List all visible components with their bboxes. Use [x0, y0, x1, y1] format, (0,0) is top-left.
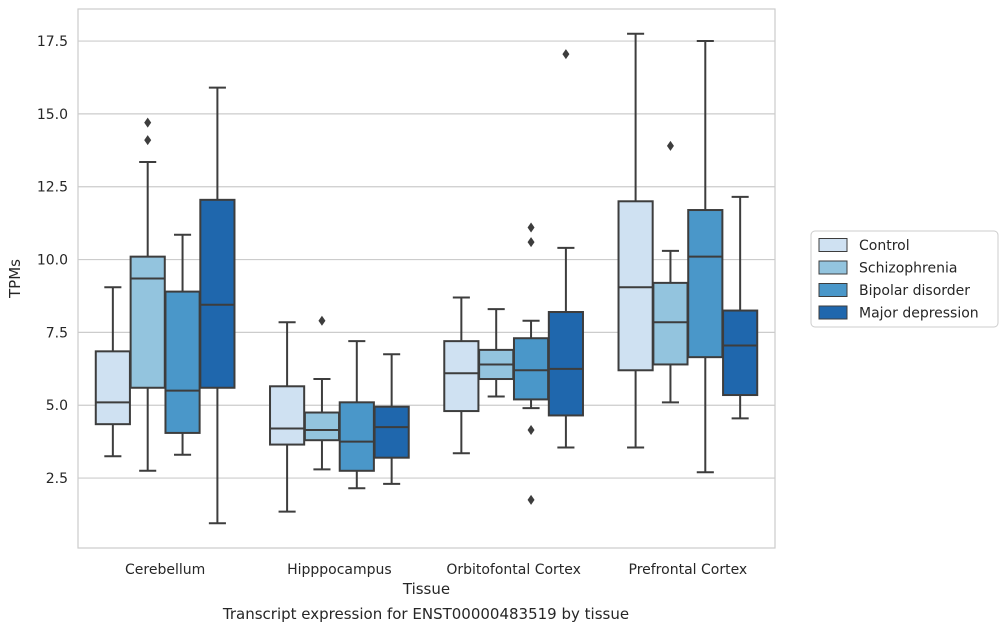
legend-swatch [818, 260, 848, 275]
y-tick-label: 17.5 [37, 34, 68, 50]
legend-box [810, 230, 999, 328]
box-group [164, 233, 201, 456]
box-group [617, 32, 654, 449]
outlier-marker [527, 237, 535, 248]
box-group [722, 195, 759, 420]
box-iqr [617, 200, 654, 372]
outlier-marker [527, 494, 535, 505]
outlier-marker [527, 425, 535, 436]
box-iqr [373, 405, 410, 459]
outlier-marker [527, 222, 535, 233]
box-iqr [164, 290, 201, 434]
y-axis-ticks: 2.5 5.0 7.5 10.0 12.5 15.0 17.5 [37, 34, 68, 487]
box-iqr [512, 337, 550, 401]
box-iqr [722, 309, 759, 397]
box-iqr [303, 411, 341, 442]
y-tick-label: 2.5 [46, 471, 68, 487]
x-tick-label: Orbitofontal Cortex [446, 562, 581, 578]
legend-label: Control [859, 238, 910, 254]
y-axis-label: TPMs [6, 259, 24, 299]
x-tick-label: Cerebellum [125, 562, 205, 578]
box-iqr [687, 209, 724, 359]
box-group [94, 286, 131, 458]
x-tick-label: Prefrontal Cortex [629, 562, 748, 578]
y-tick-label: 12.5 [37, 180, 68, 196]
legend-label: Bipolar disorder [859, 283, 970, 299]
outlier-marker [318, 315, 326, 326]
x-axis-ticks: Cerebellum Hipppocampus Orbitofontal Corte… [125, 562, 747, 578]
legend-swatch [818, 283, 848, 297]
x-axis-label: Tissue [402, 580, 450, 598]
outlier-marker [562, 49, 570, 60]
outlier-marker [666, 140, 674, 151]
box-group [199, 86, 236, 525]
y-tick-label: 5.0 [46, 398, 68, 414]
box-iqr [443, 340, 480, 413]
plot-area-frame [77, 8, 776, 549]
box-group [303, 315, 341, 471]
box-iqr [652, 281, 689, 366]
box-iqr [199, 198, 236, 389]
legend-swatch [818, 305, 848, 320]
outlier-marker [144, 135, 152, 146]
box-group [478, 308, 515, 398]
box-iqr [338, 401, 375, 472]
box-iqr [547, 311, 584, 417]
box-iqr [269, 385, 306, 446]
box-group [687, 40, 724, 474]
legend-label: Schizophrenia [859, 261, 957, 277]
box-group [269, 321, 306, 513]
box-group [338, 340, 375, 490]
outlier-marker [144, 117, 152, 128]
y-tick-label: 15.0 [37, 107, 68, 123]
legend-swatch [818, 238, 848, 252]
legend: Control Schizophrenia Bipolar disorder Majo… [810, 230, 999, 328]
legend-label: Major depression [859, 306, 979, 322]
figure-caption: Transcript expression for ENST0000048351… [222, 605, 630, 623]
box-iqr [129, 255, 166, 389]
box-group [373, 353, 410, 485]
box-group [547, 49, 584, 449]
y-tick-label: 7.5 [46, 325, 68, 341]
box-group [443, 296, 480, 455]
box-plot-series [94, 32, 759, 525]
box-group [512, 222, 550, 505]
box-iqr [94, 350, 131, 426]
box-group [129, 117, 166, 472]
box-group [652, 140, 689, 404]
y-tick-label: 10.0 [37, 253, 68, 269]
x-tick-label: Hipppocampus [287, 562, 392, 578]
